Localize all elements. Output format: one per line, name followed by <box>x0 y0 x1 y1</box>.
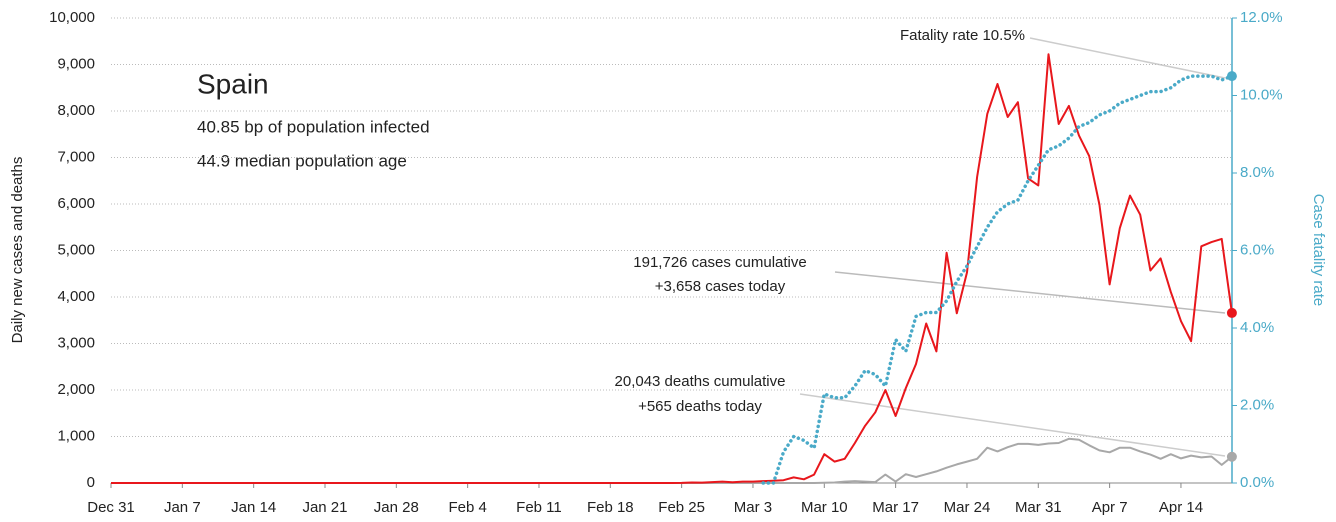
y2-tick-label: 8.0% <box>1240 164 1274 181</box>
series-line <box>761 74 1234 485</box>
annotation: Fatality rate 10.5% <box>900 27 1025 44</box>
series-line <box>111 437 1233 484</box>
x-tick-label: Feb 25 <box>658 499 705 516</box>
end-dot <box>1226 307 1237 318</box>
annotation: 20,043 deaths cumulative <box>615 373 786 390</box>
series-line <box>111 53 1233 484</box>
x-tick-label: Apr 7 <box>1092 499 1128 516</box>
y-tick-label: 7,000 <box>57 148 95 165</box>
y-tick-label: 0 <box>87 474 95 491</box>
x-tick-label: Jan 28 <box>374 499 419 516</box>
x-tick-label: Jan 7 <box>164 499 201 516</box>
y-tick-label: 8,000 <box>57 102 95 119</box>
x-tick-label: Feb 4 <box>448 499 486 516</box>
x-tick-label: Jan 21 <box>302 499 347 516</box>
subtitle: 40.85 bp of population infected <box>197 117 430 136</box>
y2-tick-label: 10.0% <box>1240 86 1283 103</box>
y2-tick-label: 12.0% <box>1240 9 1283 26</box>
end-dot <box>1226 71 1237 82</box>
y2-tick-label: 4.0% <box>1240 319 1274 336</box>
y-tick-label: 9,000 <box>57 55 95 72</box>
x-tick-label: Mar 24 <box>944 499 991 516</box>
x-tick-label: Feb 18 <box>587 499 634 516</box>
x-tick-label: Mar 31 <box>1015 499 1062 516</box>
annotation: +565 deaths today <box>638 398 762 415</box>
leader-line <box>834 271 1226 314</box>
y-tick-label: 5,000 <box>57 241 95 258</box>
x-tick-label: Mar 17 <box>872 499 919 516</box>
y2-tick-label: 2.0% <box>1240 396 1274 413</box>
x-tick-label: Dec 31 <box>87 499 135 516</box>
end-dot <box>1226 451 1237 462</box>
x-tick-label: Jan 14 <box>231 499 276 516</box>
annotation: 191,726 cases cumulative <box>633 254 806 271</box>
y-tick-label: 10,000 <box>49 9 95 26</box>
y2-axis-label: Case fatality rate <box>1310 194 1327 307</box>
leader-line <box>1029 37 1226 79</box>
y-tick-label: 1,000 <box>57 427 95 444</box>
y-tick-label: 6,000 <box>57 195 95 212</box>
subtitle: 44.9 median population age <box>197 151 407 170</box>
x-tick-label: Mar 10 <box>801 499 848 516</box>
chart-title: Spain <box>197 68 269 99</box>
x-tick-label: Mar 3 <box>734 499 772 516</box>
x-tick-label: Apr 14 <box>1159 499 1203 516</box>
leader-line <box>799 393 1226 457</box>
y-tick-label: 2,000 <box>57 381 95 398</box>
y-tick-label: 4,000 <box>57 288 95 305</box>
y-axis-label: Daily new cases and deaths <box>9 157 26 344</box>
annotation: +3,658 cases today <box>655 278 786 295</box>
y2-tick-label: 0.0% <box>1240 474 1274 491</box>
y-tick-label: 3,000 <box>57 334 95 351</box>
x-tick-label: Feb 11 <box>516 499 562 516</box>
y2-tick-label: 6.0% <box>1240 241 1274 258</box>
